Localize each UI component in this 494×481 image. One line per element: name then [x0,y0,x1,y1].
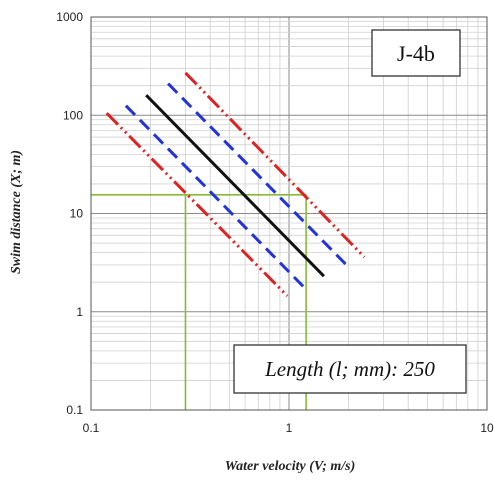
species-id-label: J-4b [397,41,435,66]
y-tick-label: 1000 [56,10,83,24]
x-tick-label: 1 [286,421,293,435]
length-label: Length (l; mm): 250 [264,357,435,381]
y-tick-label: 0.1 [66,403,83,417]
tick-labels: 0.1 1 10 0.1 1 10 100 1000 [56,10,494,435]
x-axis-title: Water velocity (V; m/s) [225,459,356,474]
series-line-dashed-2 [124,104,306,289]
x-tick-label: 10 [480,421,494,435]
series-line-dash-dot-dot-4 [105,112,289,297]
y-tick-label: 10 [70,207,84,221]
length-box: Length (l; mm): 250 [233,344,467,394]
y-axis-title: Swim distance (X; m) [9,150,24,274]
y-tick-label: 100 [63,108,83,122]
plot-frame [90,16,488,411]
series-group [105,71,366,297]
series-line-dash-dot-dot-3 [184,71,366,259]
species-id-box: J-4b [371,29,461,77]
series-line-solid-0 [145,94,325,278]
series-line-dashed-1 [167,82,348,266]
y-tick-label: 1 [76,305,83,319]
x-tick-label: 0.1 [83,421,100,435]
